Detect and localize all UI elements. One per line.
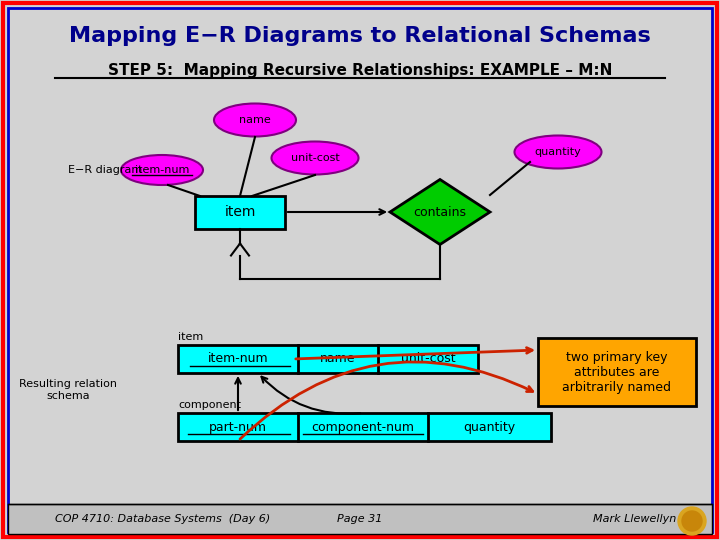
Text: part-num: part-num [209,421,267,434]
Ellipse shape [214,104,296,137]
Ellipse shape [121,155,203,185]
FancyBboxPatch shape [538,338,696,406]
Text: Mapping E−R Diagrams to Relational Schemas: Mapping E−R Diagrams to Relational Schem… [69,26,651,46]
Text: quantity: quantity [535,147,581,157]
Text: STEP 5:  Mapping Recursive Relationships: EXAMPLE – M:N: STEP 5: Mapping Recursive Relationships:… [108,63,612,78]
Circle shape [678,507,706,535]
Text: Resulting relation
schema: Resulting relation schema [19,379,117,401]
Text: item-num: item-num [135,165,189,175]
Text: item-num: item-num [207,353,269,366]
FancyBboxPatch shape [195,195,285,228]
FancyBboxPatch shape [3,3,717,537]
Text: name: name [320,353,356,366]
FancyBboxPatch shape [8,504,712,534]
Text: component: component [178,400,241,410]
Text: item: item [178,332,203,342]
Text: contains: contains [413,206,467,219]
Text: Page 31: Page 31 [337,514,383,524]
Circle shape [682,511,702,531]
Text: Mark Llewellyn: Mark Llewellyn [593,514,677,524]
Text: name: name [239,115,271,125]
Polygon shape [390,179,490,245]
Text: COP 4710: Database Systems  (Day 6): COP 4710: Database Systems (Day 6) [55,514,270,524]
FancyBboxPatch shape [178,413,551,441]
Text: unit-cost: unit-cost [291,153,339,163]
Text: E−R diagram: E−R diagram [68,165,143,175]
FancyBboxPatch shape [178,345,478,373]
Text: two primary key
attributes are
arbitrarily named: two primary key attributes are arbitrari… [562,350,672,394]
Text: unit-cost: unit-cost [401,353,455,366]
Text: component-num: component-num [312,421,415,434]
Text: quantity: quantity [464,421,516,434]
Text: item: item [225,205,256,219]
Ellipse shape [271,141,359,174]
Ellipse shape [515,136,601,168]
FancyBboxPatch shape [8,8,712,532]
